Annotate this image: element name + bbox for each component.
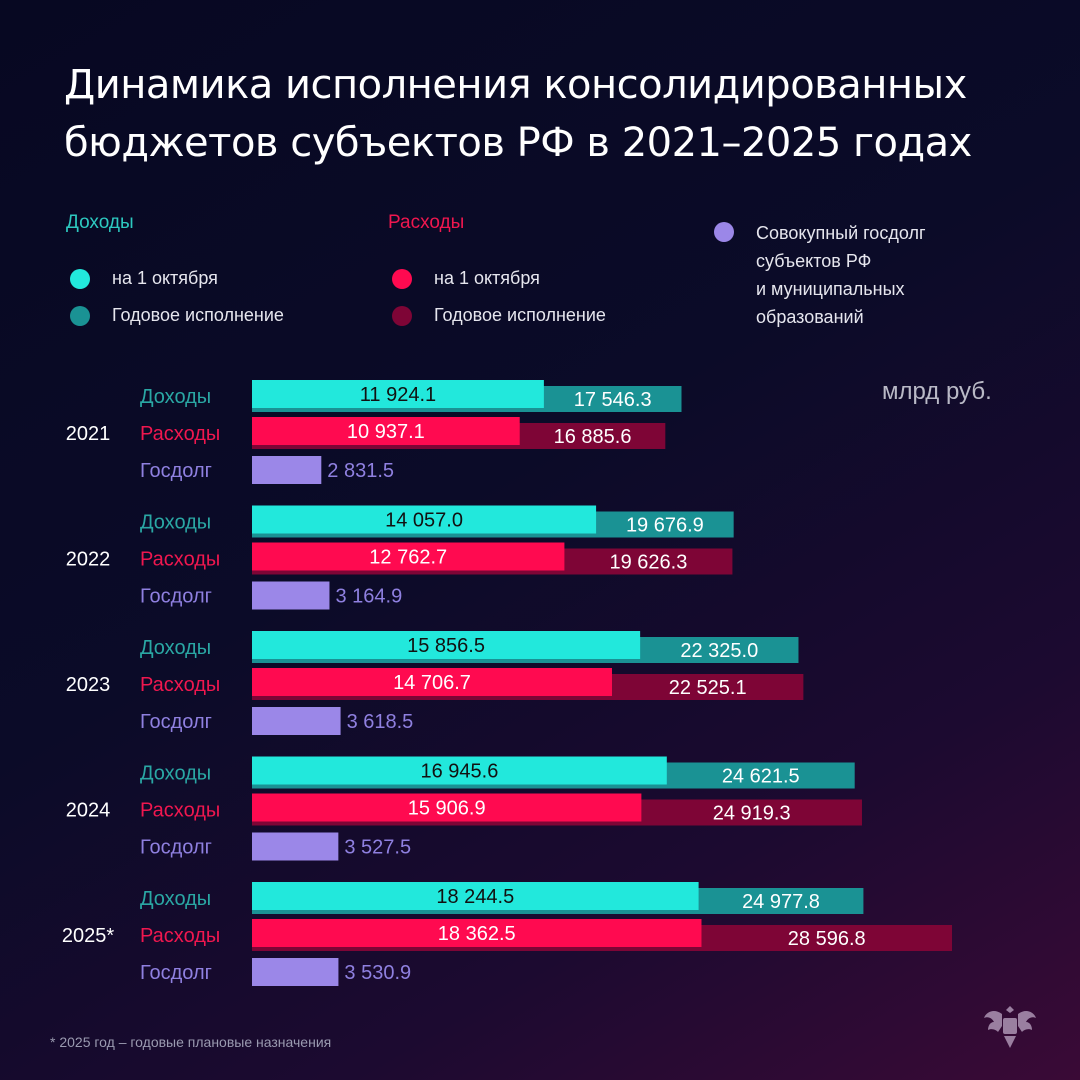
dot-icon [70, 305, 90, 326]
bar-oct-label: 10 937.1 [347, 421, 425, 443]
bar-annual-label: 24 977.8 [742, 891, 820, 913]
dot-icon [392, 268, 412, 289]
bar-oct-label: 12 762.7 [369, 547, 447, 569]
bar-debt-label: 3 164.9 [335, 586, 402, 608]
dot-icon [70, 268, 90, 289]
coat-of-arms-logo [984, 1006, 1036, 1048]
year-label: 2021 [66, 423, 111, 445]
row-label: Госдолг [140, 711, 212, 733]
row-label: Госдолг [140, 460, 212, 482]
title-line-2: бюджетов субъектов РФ в 2021–2025 годах [64, 120, 972, 166]
legend-label: Годовое исполнение [434, 305, 606, 325]
row-label: Доходы [140, 763, 211, 785]
legend-label: на 1 октября [434, 268, 540, 288]
bar-debt-label: 3 527.5 [344, 837, 411, 859]
bar-oct [252, 668, 612, 696]
bar-oct-label: 14 057.0 [385, 510, 463, 532]
bar-oct [252, 756, 667, 785]
legend-label: Годовое исполнение [112, 305, 284, 325]
footnote: * 2025 год – годовые плановые назначения [50, 1034, 332, 1050]
legend-label: Совокупный госдолг [756, 223, 926, 243]
legend-income-annual: Годовое исполнение [70, 305, 284, 326]
bar-oct [252, 417, 520, 445]
legend-label: и муниципальных [756, 279, 905, 299]
bar-annual-label: 28 596.8 [788, 928, 866, 950]
bar-oct [252, 380, 544, 408]
bar-oct-label: 18 362.5 [438, 923, 516, 945]
bar-oct-label: 16 945.6 [420, 761, 498, 783]
bar-oct-label: 15 856.5 [407, 635, 485, 657]
dot-icon [714, 222, 734, 242]
bar-debt [252, 456, 322, 484]
row-label: Госдолг [140, 586, 212, 608]
dot-icon [392, 305, 412, 326]
bar-debt [252, 958, 339, 986]
bar-oct [252, 919, 702, 947]
bar-debt [252, 581, 330, 610]
bar-debt [252, 707, 341, 735]
year-label: 2025* [62, 925, 114, 947]
legend-expense-annual: Годовое исполнение [392, 305, 606, 326]
bar-annual-label: 24 919.3 [713, 803, 791, 825]
row-label: Расходы [140, 800, 220, 822]
bar-oct [252, 505, 597, 534]
bar-oct [252, 882, 699, 910]
bar-annual-label: 22 325.0 [680, 640, 758, 662]
bar-debt [252, 832, 339, 861]
year-label: 2023 [66, 674, 111, 696]
bar-oct [252, 631, 641, 659]
legend-expense-header: Расходы [388, 212, 465, 233]
bar-oct [252, 542, 565, 571]
bar-oct-label: 14 706.7 [393, 672, 471, 694]
bar-oct-label: 18 244.5 [436, 886, 514, 908]
legend-label: на 1 октября [112, 268, 218, 288]
bar-annual-label: 22 525.1 [669, 677, 747, 699]
bar-annual-label: 19 676.9 [626, 515, 704, 537]
legend-debt: Совокупный госдолг субъектов РФ и муници… [714, 222, 926, 331]
chart-title: Динамика исполнения консолидированных бю… [64, 56, 972, 172]
year-label: 2024 [66, 800, 111, 822]
bar-oct [252, 793, 642, 822]
bar-annual-label: 24 621.5 [722, 766, 800, 788]
bar-annual-label: 16 885.6 [554, 426, 632, 448]
bar-oct-label: 11 924.1 [360, 384, 436, 406]
legend-income-oct: на 1 октября [70, 268, 218, 289]
legend-income-header: Доходы [66, 212, 134, 233]
title-line-1: Динамика исполнения консолидированных [64, 62, 967, 108]
row-label: Расходы [140, 925, 220, 947]
unit-label: млрд руб. [882, 378, 992, 405]
bar-annual-label: 19 626.3 [609, 552, 687, 574]
row-label: Расходы [140, 549, 220, 571]
row-label: Доходы [140, 888, 211, 910]
year-label: 2022 [66, 549, 111, 571]
row-label: Доходы [140, 512, 211, 534]
legend-label: субъектов РФ [756, 251, 872, 271]
bar-debt-label: 3 530.9 [344, 962, 411, 984]
row-label: Госдолг [140, 837, 212, 859]
legend-expense-oct: на 1 октября [392, 268, 540, 289]
row-label: Расходы [140, 674, 220, 696]
row-label: Доходы [140, 386, 211, 408]
row-label: Госдолг [140, 962, 212, 984]
bar-debt-label: 2 831.5 [327, 460, 394, 482]
bar-oct-label: 15 906.9 [408, 798, 486, 820]
bar-debt-label: 3 618.5 [347, 711, 414, 733]
legend-label: образований [756, 307, 864, 327]
row-label: Доходы [140, 637, 211, 659]
row-label: Расходы [140, 423, 220, 445]
bar-annual-label: 17 546.3 [574, 389, 652, 411]
